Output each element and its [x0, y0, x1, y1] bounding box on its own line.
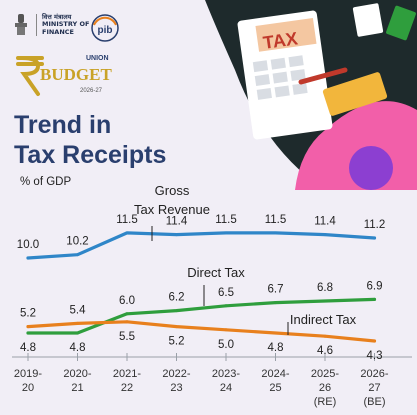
data-point: [175, 325, 178, 329]
page-title: Trend in Tax Receipts: [14, 110, 166, 170]
data-label: 11.4: [166, 216, 188, 228]
data-point: [175, 309, 178, 313]
data-label: 5.4: [70, 304, 87, 316]
data-label: 6.5: [218, 287, 234, 299]
title-line2: Tax Receipts: [14, 141, 167, 169]
x-tick-label: 20: [22, 382, 34, 394]
data-label: 11.4: [314, 216, 336, 228]
data-point: [125, 320, 129, 324]
ministry-line2-text: FINANCE: [42, 27, 74, 36]
data-label: 10.2: [66, 236, 88, 248]
pib-label: pib: [98, 25, 113, 36]
data-label: 6.2: [169, 292, 185, 304]
data-point: [224, 304, 228, 308]
data-point: [323, 299, 327, 303]
x-tick-label: (BE): [364, 396, 386, 408]
unit-label: % of GDP: [20, 176, 72, 188]
tax-art-text: TAX: [262, 28, 299, 53]
data-label: 6.8: [317, 282, 333, 294]
data-point: [323, 233, 327, 237]
x-tick-label: 2023-: [212, 368, 240, 380]
x-tick-label: 24: [220, 382, 232, 394]
data-point: [224, 328, 228, 332]
title-line1: Trend in: [14, 111, 112, 139]
data-point: [224, 231, 228, 235]
data-label: 11.5: [215, 214, 237, 226]
x-tick-label: 2026-: [360, 368, 388, 380]
data-label: 11.2: [364, 219, 386, 231]
data-point: [76, 321, 79, 325]
data-label: 5.2: [20, 308, 36, 320]
data-label: 4.8: [20, 342, 36, 354]
data-point: [323, 334, 327, 338]
budget-union-text: UNION: [86, 55, 109, 62]
ministry-hindi-text: वित्त मंत्रालय: [42, 12, 72, 21]
data-label: 4.3: [367, 350, 383, 362]
data-point: [76, 331, 79, 335]
ministry-line1-text: MINISTRY OF: [42, 20, 90, 29]
series-line-indirect-tax: [26, 320, 377, 343]
x-tick-label: 2024-: [261, 368, 289, 380]
x-tick-label: 27: [368, 382, 380, 394]
tax-illustration: TAX: [205, 0, 417, 190]
series-label-gross-tax-revenue: Gross: [155, 183, 190, 198]
x-tick-label: 2021-: [113, 368, 141, 380]
data-label: 11.5: [265, 214, 287, 226]
data-point: [26, 256, 30, 260]
x-tick-label: 2022-: [162, 368, 190, 380]
x-tick-label: 23: [170, 382, 182, 394]
data-point: [76, 253, 79, 257]
union-budget-logo: UNION BUDGET 2026-27: [16, 55, 112, 96]
series-line-gross-tax-revenue: [26, 231, 377, 260]
data-label: 5.5: [119, 331, 135, 343]
x-tick-label: 22: [121, 382, 133, 394]
series-label-direct-tax: Direct Tax: [187, 265, 245, 280]
data-label: 6.7: [268, 284, 284, 296]
header: वित्त मंत्रालय MINISTRY OF FINANCE pib U…: [0, 0, 417, 190]
data-point: [373, 236, 376, 240]
budget-year-text: 2026-27: [80, 88, 103, 94]
data-point: [175, 233, 178, 237]
series-label-indirect-tax: Indirect Tax: [290, 312, 357, 327]
data-label: 4.8: [70, 342, 86, 354]
data-point: [125, 231, 129, 235]
data-label: 6.9: [367, 280, 383, 292]
x-tick-label: 21: [71, 382, 83, 394]
data-point: [125, 312, 129, 316]
data-point: [274, 301, 277, 305]
data-label: 5.2: [169, 336, 185, 348]
national-emblem-icon: [15, 14, 27, 35]
data-label: 4.8: [268, 342, 284, 354]
data-point: [373, 297, 376, 301]
data-label: 4.6: [317, 345, 333, 357]
budget-word-text: BUDGET: [40, 65, 112, 84]
data-label: 5.0: [218, 339, 234, 351]
data-label: 11.5: [116, 214, 138, 226]
data-point: [274, 331, 277, 335]
data-label: 10.0: [17, 239, 39, 251]
data-label: 6.0: [119, 295, 135, 307]
series-label-gross-tax-revenue: Tax Revenue: [134, 202, 210, 217]
x-tick-label: (RE): [314, 396, 337, 408]
x-tick-label: 2020-: [63, 368, 91, 380]
x-tick-label: 25: [269, 382, 281, 394]
data-point: [26, 331, 30, 335]
x-tick-label: 2025-: [311, 368, 339, 380]
x-tick-label: 2019-: [14, 368, 42, 380]
x-tick-label: 26: [319, 382, 331, 394]
pib-logo: pib: [91, 14, 119, 42]
ministry-of-finance-logo: वित्त मंत्रालय MINISTRY OF FINANCE: [12, 12, 89, 38]
series-line-direct-tax: [26, 297, 377, 335]
data-point: [373, 339, 376, 343]
data-point: [26, 325, 30, 329]
data-point: [274, 231, 277, 235]
